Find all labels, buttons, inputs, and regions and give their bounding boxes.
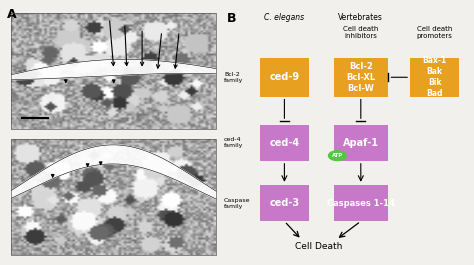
Polygon shape bbox=[11, 145, 216, 199]
Text: ced-3: ced-3 bbox=[269, 198, 300, 208]
FancyBboxPatch shape bbox=[260, 58, 309, 96]
FancyBboxPatch shape bbox=[334, 185, 388, 221]
Text: Vertebrates: Vertebrates bbox=[338, 13, 383, 22]
Text: ATP: ATP bbox=[332, 153, 343, 158]
Text: C. elegans: C. elegans bbox=[264, 13, 304, 22]
Text: A: A bbox=[7, 8, 17, 21]
Text: Bcl-2
family: Bcl-2 family bbox=[224, 72, 243, 83]
Text: Cell death
promoters: Cell death promoters bbox=[417, 26, 453, 39]
Text: B: B bbox=[227, 12, 236, 25]
FancyBboxPatch shape bbox=[410, 58, 459, 96]
Ellipse shape bbox=[328, 151, 346, 161]
Text: Cell death
inhibitors: Cell death inhibitors bbox=[343, 26, 379, 39]
FancyBboxPatch shape bbox=[260, 125, 309, 161]
Text: Apaf-1: Apaf-1 bbox=[343, 138, 379, 148]
Text: ced-9: ced-9 bbox=[269, 72, 300, 82]
Text: Bcl-2
Bcl-XL
Bcl-W: Bcl-2 Bcl-XL Bcl-W bbox=[346, 62, 375, 93]
FancyBboxPatch shape bbox=[260, 185, 309, 221]
Text: Cell Death: Cell Death bbox=[295, 242, 343, 251]
Text: ced-4: ced-4 bbox=[269, 138, 300, 148]
Text: Caspase
family: Caspase family bbox=[224, 198, 251, 209]
FancyBboxPatch shape bbox=[334, 125, 388, 161]
Polygon shape bbox=[11, 59, 216, 80]
FancyBboxPatch shape bbox=[334, 58, 388, 96]
Text: Bax-1
Bak
Bik
Bad: Bax-1 Bak Bik Bad bbox=[423, 56, 447, 98]
Text: Caspases 1-14: Caspases 1-14 bbox=[327, 199, 395, 208]
Text: ced-4
family: ced-4 family bbox=[224, 138, 243, 148]
